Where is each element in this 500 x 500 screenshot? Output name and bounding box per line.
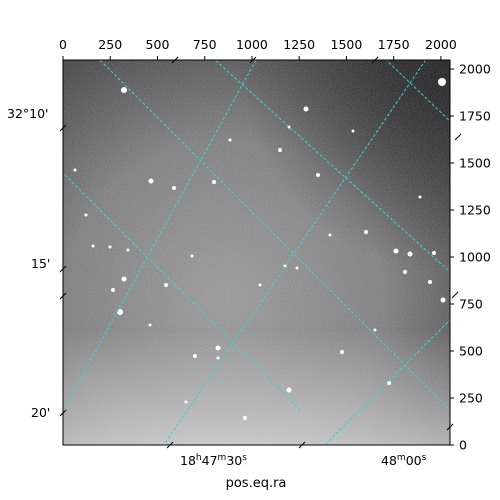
wcs-tick-mark <box>59 409 67 417</box>
wcs-tick-mark <box>166 441 174 449</box>
wcs-tick-mark <box>59 292 67 300</box>
star <box>91 244 95 248</box>
star-field <box>73 78 446 420</box>
star <box>387 381 391 385</box>
star <box>340 350 344 354</box>
star <box>121 87 127 93</box>
star <box>295 266 299 270</box>
star <box>303 106 309 112</box>
star <box>126 248 130 252</box>
wcs-tick-mark <box>451 291 459 299</box>
top-tick-label: 2000 <box>425 37 457 52</box>
wcs-tick-mark <box>371 56 379 64</box>
top-tick-label: 1250 <box>283 37 315 52</box>
right-tick-label: 1000 <box>459 250 491 265</box>
star <box>148 178 154 184</box>
star <box>393 248 399 254</box>
star <box>111 288 115 292</box>
grid-line <box>163 60 427 445</box>
star <box>164 283 168 287</box>
star <box>121 276 127 282</box>
grid-line <box>99 60 450 411</box>
star <box>428 280 432 284</box>
star <box>73 168 77 172</box>
right-tick-label: 750 <box>459 297 483 312</box>
star <box>364 230 368 234</box>
right-tick-label: 1750 <box>459 109 491 124</box>
wcs-tick-mark <box>59 265 67 273</box>
plot-frame <box>62 59 451 446</box>
star <box>432 251 436 255</box>
dec-tick-label-3: 20' <box>31 405 50 420</box>
star <box>212 180 216 184</box>
ra-tick-label-2: 48m00s <box>381 453 427 468</box>
top-tick-label: 250 <box>98 37 122 52</box>
wcs-tick-mark <box>454 133 462 141</box>
right-tick-label: 0 <box>459 438 467 453</box>
top-tick-label: 1000 <box>236 37 268 52</box>
star <box>228 138 232 142</box>
star <box>440 297 446 303</box>
star <box>193 354 197 358</box>
right-pixel-axis: 0 250 500 750 1000 1250 1500 1750 2000 <box>450 62 491 453</box>
star <box>351 129 355 133</box>
star <box>373 328 377 332</box>
top-tick-label: 500 <box>146 37 170 52</box>
star <box>148 323 152 327</box>
x-axis-title: pos.eq.ra <box>226 476 287 491</box>
wcs-tick-mark <box>249 56 257 64</box>
dec-tick-label-1: 32°10' <box>7 106 49 121</box>
star <box>243 416 247 420</box>
grid-line <box>63 172 301 411</box>
wcs-tick-mark <box>171 56 179 64</box>
star <box>438 78 446 86</box>
star <box>258 283 262 287</box>
star <box>215 345 221 351</box>
top-tick-label: 750 <box>193 37 217 52</box>
right-tick-label: 250 <box>459 391 483 406</box>
star <box>403 270 407 274</box>
star <box>190 254 194 258</box>
star <box>108 245 112 249</box>
star <box>316 173 320 177</box>
star <box>418 195 422 199</box>
dec-tick-label-2: 15' <box>31 256 50 271</box>
wcs-tick-mark <box>59 124 67 132</box>
wcs-tick-mark <box>446 423 454 431</box>
ra-tick-label-1: 18h47m30s <box>180 453 247 468</box>
star <box>407 251 413 257</box>
star <box>216 356 220 360</box>
top-tick-label: 1500 <box>331 37 363 52</box>
right-tick-label: 1500 <box>459 156 491 171</box>
star <box>283 264 287 268</box>
sky-image <box>63 60 450 445</box>
coordinate-grid <box>63 60 450 445</box>
svg-text:48m00s: 48m00s <box>381 453 427 468</box>
star <box>286 387 292 393</box>
top-pixel-axis: 0 250 500 750 1000 1250 1500 1750 2000 <box>59 37 457 60</box>
star <box>84 213 88 217</box>
star <box>172 186 176 190</box>
top-tick-label: 0 <box>59 37 67 52</box>
right-tick-label: 500 <box>459 344 483 359</box>
star <box>278 148 282 152</box>
grid-line <box>63 60 257 412</box>
grid-line <box>214 60 450 273</box>
star <box>184 400 188 404</box>
star <box>117 309 123 315</box>
top-tick-label: 1750 <box>378 37 410 52</box>
right-tick-label: 2000 <box>459 62 491 77</box>
right-tick-label: 1250 <box>459 203 491 218</box>
star <box>328 233 332 237</box>
wcs-tick-mark <box>298 441 306 449</box>
svg-text:18h47m30s: 18h47m30s <box>180 453 247 468</box>
